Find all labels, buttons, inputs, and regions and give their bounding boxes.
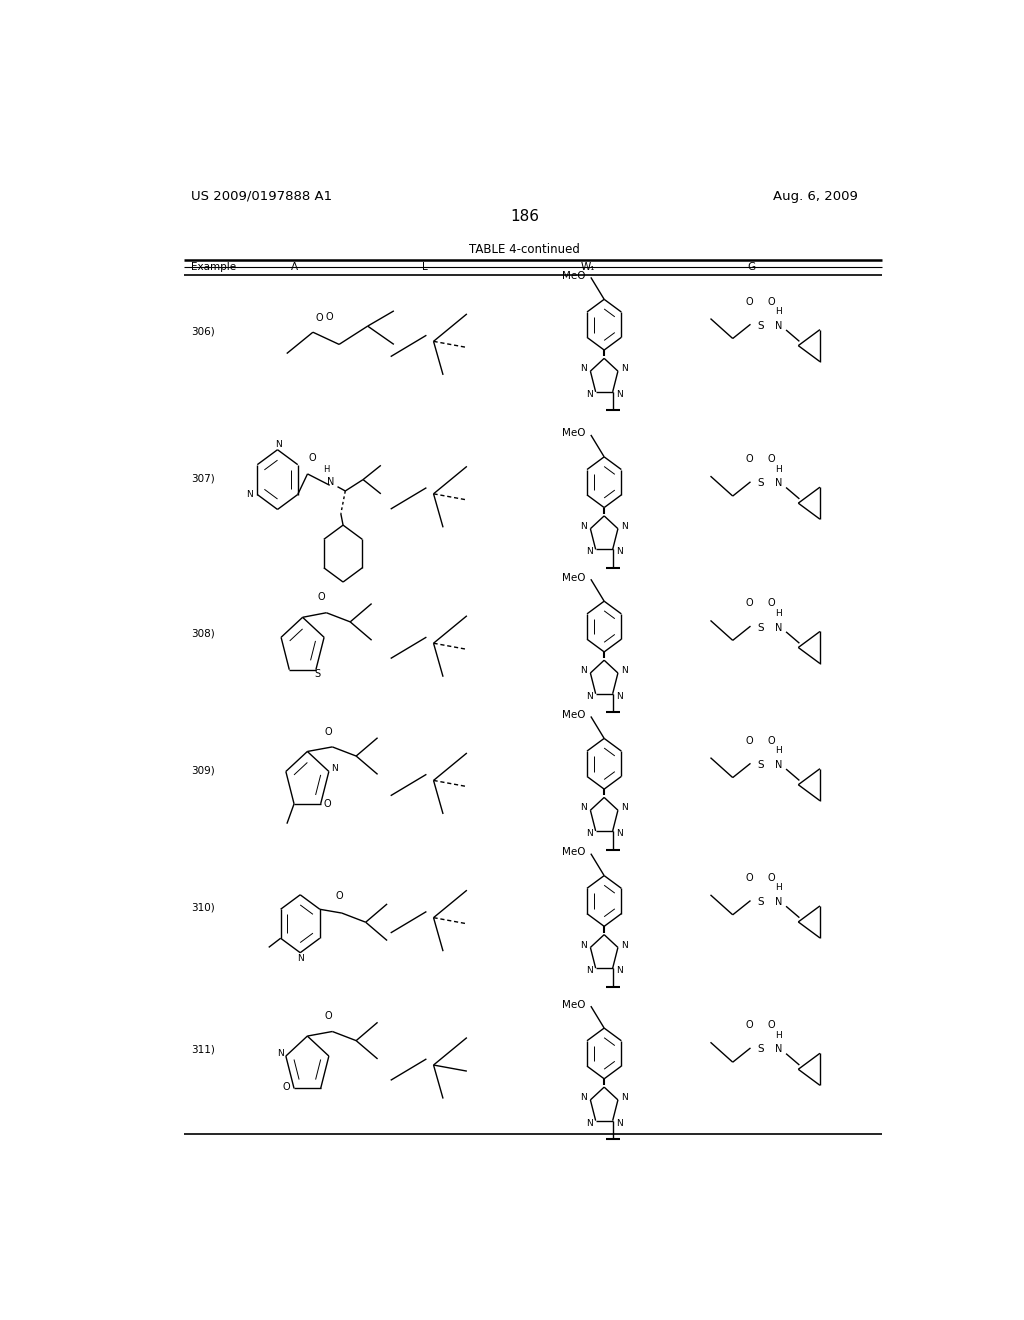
Text: S: S xyxy=(757,478,764,488)
Text: N: N xyxy=(586,829,593,838)
Text: N: N xyxy=(615,1118,623,1127)
Text: W₁: W₁ xyxy=(581,263,595,272)
Text: O: O xyxy=(745,297,754,306)
Text: H: H xyxy=(775,465,781,474)
Text: N: N xyxy=(331,764,338,774)
Text: G: G xyxy=(748,263,755,272)
Text: N: N xyxy=(581,1093,588,1102)
Text: MeO: MeO xyxy=(561,847,585,857)
Text: N: N xyxy=(586,389,593,399)
Text: S: S xyxy=(757,760,764,770)
Text: MeO: MeO xyxy=(561,710,585,719)
Text: N: N xyxy=(276,1048,284,1057)
Text: L: L xyxy=(422,263,427,272)
Text: 310): 310) xyxy=(191,903,215,912)
Text: H: H xyxy=(324,465,330,474)
Text: O: O xyxy=(745,454,754,465)
Text: N: N xyxy=(774,321,782,331)
Text: N: N xyxy=(774,760,782,770)
Text: 308): 308) xyxy=(191,628,215,638)
Text: MeO: MeO xyxy=(561,271,585,281)
Text: N: N xyxy=(581,941,588,949)
Text: O: O xyxy=(745,598,754,609)
Text: N: N xyxy=(621,804,628,812)
Text: H: H xyxy=(775,746,781,755)
Text: TABLE 4-continued: TABLE 4-continued xyxy=(469,243,581,256)
Text: N: N xyxy=(586,966,593,975)
Text: 306): 306) xyxy=(191,326,215,337)
Text: O: O xyxy=(745,735,754,746)
Text: 186: 186 xyxy=(510,209,540,224)
Text: S: S xyxy=(314,669,321,680)
Text: N: N xyxy=(774,1044,782,1055)
Text: N: N xyxy=(621,667,628,675)
Text: N: N xyxy=(581,804,588,812)
Text: N: N xyxy=(621,941,628,949)
Text: O: O xyxy=(323,799,331,809)
Text: 311): 311) xyxy=(191,1045,215,1055)
Text: Example: Example xyxy=(191,263,237,272)
Text: H: H xyxy=(775,883,781,892)
Text: O: O xyxy=(326,312,334,322)
Text: S: S xyxy=(757,623,764,632)
Text: O: O xyxy=(745,873,754,883)
Text: MeO: MeO xyxy=(561,573,585,582)
Text: S: S xyxy=(757,898,764,907)
Text: H: H xyxy=(775,609,781,618)
Text: O: O xyxy=(768,598,775,609)
Text: A: A xyxy=(291,263,298,272)
Text: N: N xyxy=(615,829,623,838)
Text: O: O xyxy=(325,726,333,737)
Text: S: S xyxy=(757,1044,764,1055)
Text: N: N xyxy=(615,389,623,399)
Text: US 2009/0197888 A1: US 2009/0197888 A1 xyxy=(191,190,333,202)
Text: N: N xyxy=(621,364,628,374)
Text: MeO: MeO xyxy=(561,999,585,1010)
Text: N: N xyxy=(615,548,623,556)
Text: O: O xyxy=(768,1020,775,1030)
Text: N: N xyxy=(774,898,782,907)
Text: N: N xyxy=(774,623,782,632)
Text: N: N xyxy=(246,490,253,499)
Text: N: N xyxy=(581,521,588,531)
Text: N: N xyxy=(586,692,593,701)
Text: N: N xyxy=(581,364,588,374)
Text: N: N xyxy=(297,954,303,964)
Text: O: O xyxy=(768,454,775,465)
Text: N: N xyxy=(621,1093,628,1102)
Text: O: O xyxy=(308,453,315,463)
Text: N: N xyxy=(581,667,588,675)
Text: N: N xyxy=(275,440,282,449)
Text: Aug. 6, 2009: Aug. 6, 2009 xyxy=(773,190,858,202)
Text: N: N xyxy=(621,521,628,531)
Text: O: O xyxy=(317,593,326,602)
Text: 307): 307) xyxy=(191,474,215,483)
Text: N: N xyxy=(615,692,623,701)
Text: H: H xyxy=(775,308,781,315)
Text: O: O xyxy=(325,1011,333,1022)
Text: O: O xyxy=(768,735,775,746)
Text: N: N xyxy=(586,1118,593,1127)
Text: S: S xyxy=(757,321,764,331)
Text: H: H xyxy=(775,1031,781,1040)
Text: N: N xyxy=(615,966,623,975)
Text: N: N xyxy=(774,478,782,488)
Text: O: O xyxy=(768,873,775,883)
Text: 309): 309) xyxy=(191,766,215,775)
Text: N: N xyxy=(327,478,335,487)
Text: N: N xyxy=(586,548,593,556)
Text: O: O xyxy=(768,297,775,306)
Text: O: O xyxy=(745,1020,754,1030)
Text: O: O xyxy=(336,891,343,902)
Text: O: O xyxy=(283,1082,291,1092)
Text: MeO: MeO xyxy=(561,429,585,438)
Text: O: O xyxy=(315,313,323,323)
